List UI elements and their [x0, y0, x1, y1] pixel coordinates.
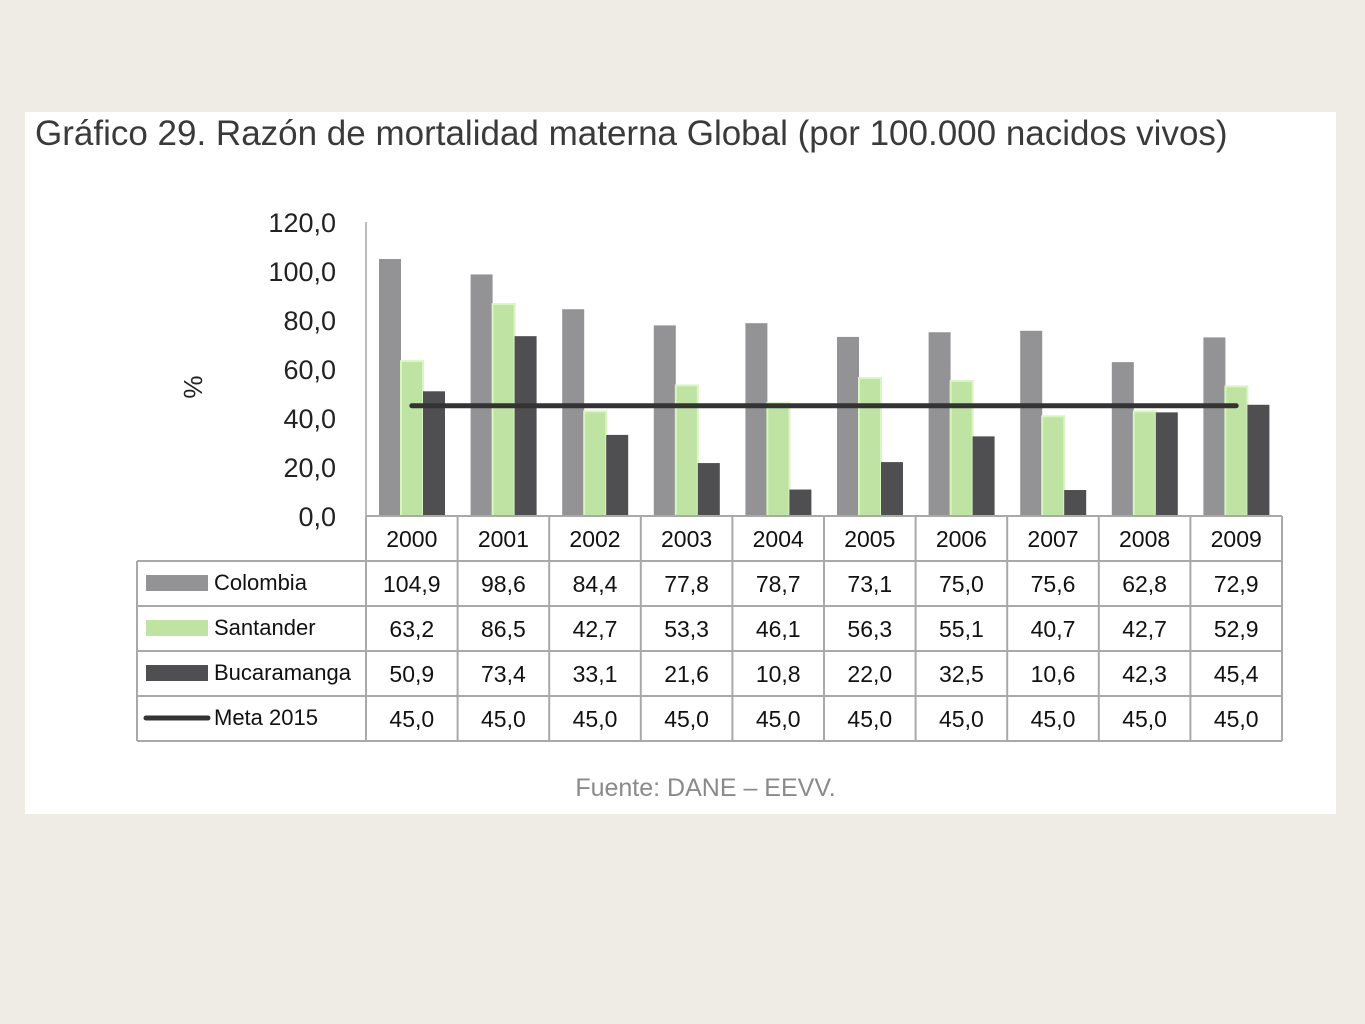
bar-bucaramanga-2007 [1064, 490, 1087, 516]
table-cell-value: 32,5 [939, 661, 984, 687]
table-cell-value: 78,7 [756, 571, 801, 597]
y-tick-label: 60,0 [283, 355, 336, 385]
table-cell-value: 75,0 [939, 571, 984, 597]
bar-santander-2007 [1041, 415, 1066, 517]
legend-label-bucaramanga: Bucaramanga [214, 660, 352, 685]
table-cell-value: 45,0 [389, 706, 434, 732]
table-cell-value: 104,9 [383, 571, 441, 597]
bar-colombia-2005 [837, 336, 859, 516]
table-header-year: 2004 [753, 526, 804, 552]
table-cell-value: 46,1 [756, 616, 801, 642]
source-note: Fuente: DANE – EEVV. [575, 774, 836, 802]
bar-colombia-2002 [562, 309, 585, 516]
table-cell-value: 42,7 [1122, 616, 1167, 642]
table-cell-value: 45,0 [573, 706, 618, 732]
bar-bucaramanga-2000 [423, 391, 445, 516]
table-cell-value: 45,0 [1122, 706, 1167, 732]
table-cell-value: 45,0 [664, 706, 709, 732]
table-cell-value: 21,6 [664, 661, 709, 687]
table-cell-value: 98,6 [481, 571, 526, 597]
bar-santander-2005 [858, 377, 882, 517]
table-cell-value: 77,8 [664, 571, 709, 597]
bar-bucaramanga-2006 [972, 436, 995, 516]
bar-santander-2002 [583, 410, 608, 518]
bar-santander-2008 [1132, 410, 1157, 518]
legend-label-meta-2015: Meta 2015 [214, 705, 318, 730]
table-cell-value: 62,8 [1122, 571, 1167, 597]
table-cell-value: 10,8 [756, 661, 801, 687]
table-cell-value: 42,3 [1122, 661, 1167, 687]
bar-colombia-2001 [470, 274, 493, 516]
table-cell-value: 53,3 [664, 616, 709, 642]
table-cell-value: 45,0 [939, 706, 984, 732]
y-axis-title: % [178, 375, 208, 398]
y-tick-label: 80,0 [283, 306, 336, 336]
table-cell-value: 42,7 [573, 616, 618, 642]
table-cell-value: 45,4 [1214, 661, 1259, 687]
table-cell-value: 72,9 [1214, 571, 1259, 597]
table-header-year: 2001 [478, 526, 529, 552]
table-cell-value: 84,4 [573, 571, 618, 597]
bar-santander-2001 [491, 303, 516, 518]
y-tick-label: 20,0 [283, 453, 336, 483]
y-tick-label: 0,0 [298, 502, 336, 532]
legend-label-colombia: Colombia [214, 570, 308, 595]
table-header-year: 2000 [386, 526, 437, 552]
bar-colombia-2004 [745, 323, 768, 516]
table-cell-value: 45,0 [481, 706, 526, 732]
table-cell-value: 33,1 [573, 661, 618, 687]
legend-key-santander [146, 620, 208, 636]
bar-santander-2006 [949, 380, 974, 517]
table-cell-value: 73,1 [847, 571, 892, 597]
table-header-year: 2005 [844, 526, 895, 552]
table-cell-value: 75,6 [1031, 571, 1076, 597]
table-cell-value: 52,9 [1214, 616, 1259, 642]
table-cell-value: 55,1 [939, 616, 984, 642]
bar-santander-2000 [400, 360, 424, 517]
bar-colombia-2008 [1111, 362, 1134, 516]
table-header-year: 2003 [661, 526, 712, 552]
bar-colombia-2006 [928, 332, 951, 516]
table-header-year: 2002 [569, 526, 620, 552]
table-header-year: 2009 [1211, 526, 1262, 552]
table-cell-value: 45,0 [847, 706, 892, 732]
y-tick-label: 120,0 [268, 208, 336, 238]
bar-bucaramanga-2005 [881, 462, 903, 516]
bar-colombia-2003 [653, 325, 676, 516]
bar-bucaramanga-2001 [514, 336, 537, 516]
table-cell-value: 50,9 [389, 661, 434, 687]
chart-title: Gráfico 29. Razón de mortalidad materna … [35, 114, 1228, 153]
bar-colombia-2009 [1203, 337, 1226, 516]
table-cell-value: 63,2 [389, 616, 434, 642]
legend-key-bucaramanga [146, 665, 208, 681]
table-header-year: 2007 [1027, 526, 1078, 552]
table-header-year: 2006 [936, 526, 987, 552]
bar-colombia-2000 [379, 258, 401, 516]
table-cell-value: 45,0 [1031, 706, 1076, 732]
table-cell-value: 40,7 [1031, 616, 1076, 642]
table-cell-value: 45,0 [756, 706, 801, 732]
bar-bucaramanga-2008 [1155, 412, 1178, 516]
y-tick-label: 40,0 [283, 404, 336, 434]
table-cell-value: 22,0 [847, 661, 892, 687]
bar-colombia-2007 [1020, 330, 1043, 516]
bar-santander-2004 [766, 402, 791, 517]
y-tick-label: 100,0 [268, 257, 336, 287]
table-cell-value: 73,4 [481, 661, 526, 687]
table-cell-value: 10,6 [1031, 661, 1076, 687]
bar-bucaramanga-2003 [697, 463, 720, 516]
table-cell-value: 56,3 [847, 616, 892, 642]
legend-key-colombia [146, 575, 208, 591]
table-cell-value: 45,0 [1214, 706, 1259, 732]
table-header-year: 2008 [1119, 526, 1170, 552]
legend-label-santander: Santander [214, 615, 316, 640]
table-cell-value: 86,5 [481, 616, 526, 642]
bar-bucaramanga-2004 [789, 489, 812, 516]
bar-bucaramanga-2002 [606, 434, 629, 516]
bar-bucaramanga-2009 [1247, 404, 1270, 516]
